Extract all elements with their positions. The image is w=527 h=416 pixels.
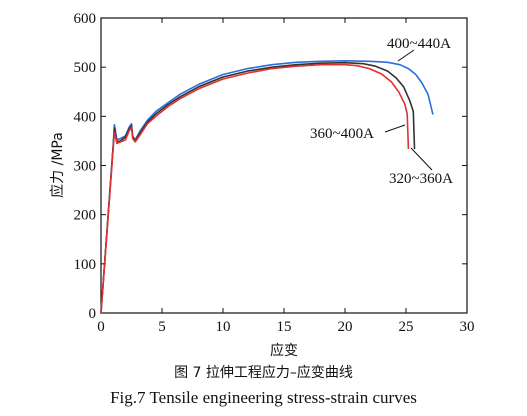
x-tick-label: 30 [460, 319, 475, 335]
series-line-0 [100, 60, 434, 314]
series-lines [100, 60, 434, 314]
annotation-leader-320-360 [410, 147, 433, 171]
y-tick-label: 0 [89, 306, 97, 322]
annotations: 400~440A 360~400A 320~360A [310, 36, 453, 187]
y-tick-label: 400 [74, 109, 97, 125]
annotation-320-360: 320~360A [389, 171, 453, 187]
y-tick-label: 300 [74, 159, 97, 175]
annotation-leader-360-400 [384, 124, 406, 133]
y-tick-label: 200 [74, 208, 97, 224]
x-tick-label: 0 [97, 319, 105, 335]
x-tick-label: 20 [338, 319, 353, 335]
annotation-400-440: 400~440A [387, 36, 451, 52]
series-line-2 [100, 63, 410, 314]
y-axis-title: 应力 /MPa [49, 132, 66, 198]
y-tick-label: 600 [74, 11, 97, 27]
x-tick-label: 15 [277, 319, 292, 335]
y-tick-label: 100 [74, 257, 97, 273]
annotation-360-400: 360~400A [310, 126, 374, 142]
figure-caption-chinese: 图 7 拉伸工程应力–应变曲线 [174, 365, 353, 381]
x-tick-label: 10 [216, 319, 231, 335]
series-line-1 [100, 61, 416, 314]
annotation-leader-400-440 [397, 49, 415, 62]
axes [100, 17, 468, 314]
x-axis-title: 应变 [270, 342, 298, 359]
x-tick-label: 5 [158, 319, 166, 335]
y-tick-label: 500 [74, 60, 97, 76]
figure-caption-english: Fig.7 Tensile engineering stress-strain … [110, 388, 417, 407]
plot-frame [100, 17, 468, 314]
x-tick-label: 25 [399, 319, 414, 335]
